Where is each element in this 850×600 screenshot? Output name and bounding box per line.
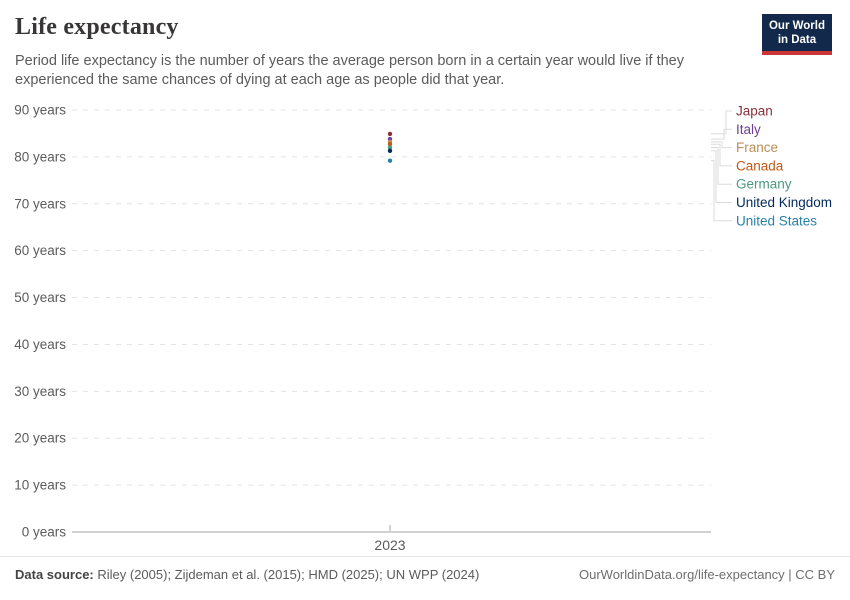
y-tick-label: 70 years xyxy=(14,196,66,211)
legend-label-france[interactable]: France xyxy=(736,140,778,155)
legend-connector-italy xyxy=(711,128,732,140)
page-title: Life expectancy xyxy=(15,14,179,40)
y-tick-label: 60 years xyxy=(14,243,66,258)
legend-connector-germany xyxy=(711,147,732,185)
legend-connector-canada xyxy=(711,143,732,167)
data-point-united-states[interactable] xyxy=(387,158,393,163)
legend-label-japan[interactable]: Japan xyxy=(736,104,773,119)
y-tick-label: 20 years xyxy=(14,431,66,446)
legend-label-united-states[interactable]: United States xyxy=(736,213,817,228)
y-tick-label: 40 years xyxy=(14,337,66,352)
x-tick-label: 2023 xyxy=(374,537,405,553)
footer-divider xyxy=(0,556,850,557)
data-point-canada[interactable] xyxy=(387,142,393,147)
y-tick-label: 90 years xyxy=(14,103,66,118)
legend-label-germany[interactable]: Germany xyxy=(736,177,792,192)
data-point-japan[interactable] xyxy=(387,131,393,137)
data-point-united-kingdom[interactable] xyxy=(387,148,393,153)
legend-label-italy[interactable]: Italy xyxy=(736,122,761,137)
data-point-germany[interactable] xyxy=(387,145,393,150)
legend-label-united-kingdom[interactable]: United Kingdom xyxy=(736,195,832,210)
owid-logo-line2: in Data xyxy=(777,34,817,47)
y-tick-label: 50 years xyxy=(14,290,66,305)
legend-connector-france xyxy=(711,141,732,149)
y-tick-label: 0 years xyxy=(22,525,67,540)
data-source-text: Riley (2005); Zijdeman et al. (2015); HM… xyxy=(93,567,480,582)
legend-connector-united-states xyxy=(711,160,732,222)
chart-footer: Data source: Riley (2005); Zijdeman et a… xyxy=(15,567,835,582)
data-source-note: Data source: Riley (2005); Zijdeman et a… xyxy=(15,567,479,582)
chart-subtitle: Period life expectancy is the number of … xyxy=(15,53,684,89)
y-tick-label: 30 years xyxy=(14,384,66,399)
legend-label-canada[interactable]: Canada xyxy=(736,158,784,173)
owid-logo[interactable]: Our World in Data xyxy=(761,14,832,55)
legend-connector-japan xyxy=(711,110,732,135)
data-source-label: Data source: xyxy=(15,567,94,582)
legend-connector-united-kingdom xyxy=(711,150,732,203)
y-tick-label: 10 years xyxy=(14,478,66,493)
y-tick-label: 80 years xyxy=(14,149,66,164)
attribution-link[interactable]: OurWorldinData.org/life-expectancy | CC … xyxy=(578,567,835,582)
owid-logo-line1: Our World xyxy=(768,20,825,32)
